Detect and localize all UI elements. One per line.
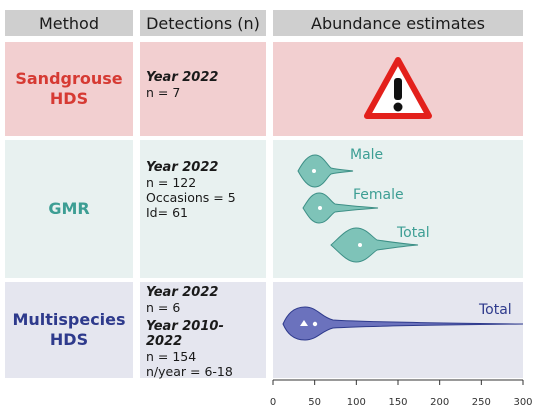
- violin-total: [330, 227, 419, 263]
- method-name-line2: HDS: [49, 89, 89, 108]
- method-gmr: GMR: [5, 140, 133, 278]
- detections-multispecies: Year 2022 n = 6 Year 2010-2022 n = 154 n…: [140, 282, 266, 379]
- header-detections: Detections (n): [140, 10, 266, 36]
- detections-count: n = 6: [146, 300, 181, 315]
- abundance-sandgrouse: [273, 42, 523, 136]
- header-method-label: Method: [38, 13, 99, 33]
- violin-female-mean: [318, 206, 322, 210]
- method-name-line1: Multispecies: [12, 310, 126, 329]
- multispecies-violin-plot: Total: [282, 302, 524, 341]
- violin-total-mean: [358, 243, 362, 247]
- abundance-multispecies: Total: [273, 282, 524, 378]
- axis-tick-label: 150: [388, 397, 407, 408]
- gmr-violin-plot: Male Female Total: [297, 147, 430, 263]
- method-name-line1: GMR: [48, 199, 90, 218]
- axis-tick-label: 300: [513, 397, 532, 408]
- method-sandgrouse-hds: Sandgrouse HDS: [5, 42, 133, 136]
- violin-male-mean: [312, 169, 316, 173]
- detections-per-year: n/year = 6-18: [146, 364, 233, 379]
- violin-multi-mean: [312, 321, 318, 327]
- detections-ids: Id= 61: [146, 205, 188, 220]
- method-name-line2: HDS: [49, 330, 89, 349]
- violin-male: [297, 154, 354, 188]
- abundance-gmr: Male Female Total: [273, 140, 523, 278]
- axis-tick-label: 0: [270, 397, 276, 408]
- method-name-line1: Sandgrouse: [15, 69, 123, 88]
- violin-label-multi-total: Total: [478, 302, 512, 318]
- detections-year-range: Year 2010-2022: [146, 319, 224, 349]
- detections-count-range: n = 154: [146, 349, 197, 364]
- method-multispecies-hds: Multispecies HDS: [5, 282, 133, 378]
- header-detections-label: Detections (n): [146, 13, 260, 33]
- violin-label-total: Total: [396, 225, 430, 241]
- violin-label-male: Male: [350, 147, 383, 163]
- detections-year: Year 2022: [146, 160, 219, 175]
- detections-year: Year 2022: [146, 285, 219, 300]
- axis-tick-label: 50: [308, 397, 321, 408]
- axis-tick-label: 100: [347, 397, 366, 408]
- axis-tick-label: 200: [430, 397, 449, 408]
- abundance-axis: 0 50 100 150 200 250 300: [270, 379, 533, 408]
- detections-count: n = 7: [146, 85, 181, 100]
- detections-count: n = 122: [146, 175, 197, 190]
- detections-sandgrouse: Year 2022 n = 7: [140, 42, 266, 136]
- violin-label-female: Female: [353, 187, 404, 203]
- header-method: Method: [5, 10, 133, 36]
- detections-year: Year 2022: [146, 70, 219, 85]
- violin-female: [302, 192, 379, 224]
- header-abundance-label: Abundance estimates: [311, 13, 485, 33]
- warning-triangle-icon: [364, 57, 432, 119]
- detections-occasions: Occasions = 5: [146, 190, 236, 205]
- violin-multi-median-marker: [300, 320, 308, 326]
- detections-gmr: Year 2022 n = 122 Occasions = 5 Id= 61: [140, 140, 266, 278]
- header-abundance: Abundance estimates: [273, 10, 523, 36]
- axis-tick-label: 250: [472, 397, 491, 408]
